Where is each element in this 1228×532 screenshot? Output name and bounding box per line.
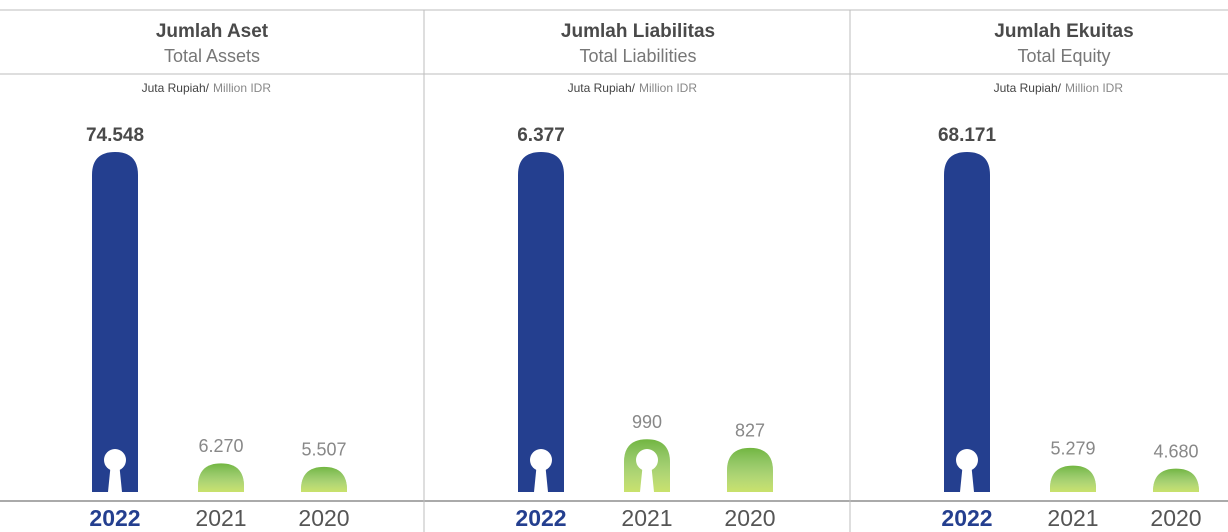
value-label: 74.548 xyxy=(86,125,144,146)
keyhole xyxy=(960,462,974,492)
value-label: 827 xyxy=(735,421,765,441)
year-label: 2020 xyxy=(724,505,775,531)
year-label: 2021 xyxy=(621,505,672,531)
bar-shade xyxy=(1153,468,1199,492)
bar-shade xyxy=(301,466,347,492)
year-label: 2022 xyxy=(89,505,140,531)
panel-subtitle: Total Liabilities xyxy=(579,46,696,66)
value-label: 6.377 xyxy=(517,125,565,146)
value-label: 990 xyxy=(632,412,662,432)
panel-title: Jumlah Ekuitas xyxy=(994,21,1133,42)
keyhole xyxy=(534,462,548,492)
value-label: 68.171 xyxy=(938,125,997,146)
value-label: 5.507 xyxy=(301,440,346,460)
value-label: 6.270 xyxy=(198,436,243,456)
unit-label: Million IDR xyxy=(639,81,697,95)
year-label: 2022 xyxy=(515,505,566,531)
keyhole xyxy=(956,449,978,471)
keyhole xyxy=(530,449,552,471)
panel-subtitle: Total Assets xyxy=(164,46,260,66)
unit-label: Juta Rupiah/ xyxy=(994,81,1062,95)
bar-shade xyxy=(198,463,244,492)
bar xyxy=(944,152,990,492)
unit-label: Juta Rupiah/ xyxy=(142,81,210,95)
panel-subtitle: Total Equity xyxy=(1017,46,1110,66)
value-label: 5.279 xyxy=(1050,438,1095,458)
value-label: 4.680 xyxy=(1153,441,1198,461)
year-label: 2021 xyxy=(1047,505,1098,531)
bar-shade xyxy=(1050,465,1096,492)
bar-shade xyxy=(727,447,773,492)
keyhole xyxy=(108,462,122,492)
year-label: 2021 xyxy=(195,505,246,531)
bar xyxy=(92,152,138,492)
unit-label: Million IDR xyxy=(1065,81,1123,95)
keyhole xyxy=(636,449,658,471)
panel-title: Jumlah Liabilitas xyxy=(561,21,715,42)
unit-label: Juta Rupiah/ xyxy=(568,81,636,95)
keyhole xyxy=(104,449,126,471)
year-label: 2020 xyxy=(298,505,349,531)
panel-title: Jumlah Aset xyxy=(156,21,269,42)
keyhole xyxy=(640,462,654,492)
unit-label: Million IDR xyxy=(213,81,271,95)
year-label: 2022 xyxy=(941,505,992,531)
bar xyxy=(518,152,564,492)
year-label: 2020 xyxy=(1150,505,1201,531)
